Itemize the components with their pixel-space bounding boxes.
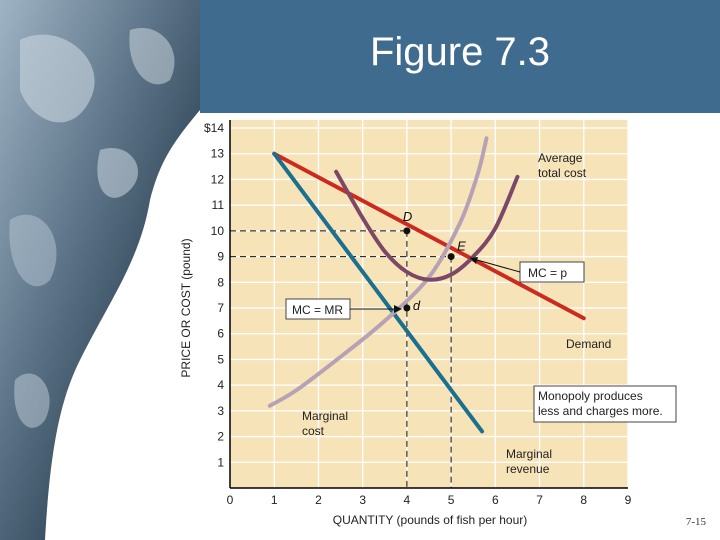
y-tick-label: 3 [217, 404, 224, 418]
point-D-label: D [403, 209, 412, 224]
mc-eq-mr-arrowhead [394, 305, 402, 313]
monopoly-text-line1: Monopoly produces [538, 389, 643, 403]
atc-label-line2: total cost [538, 166, 587, 180]
demand-label: Demand [566, 337, 611, 351]
point-d-marker [403, 304, 411, 312]
x-tick-label: 9 [625, 493, 632, 507]
y-tick-label: 6 [217, 327, 224, 341]
mc-label-line2: cost [302, 424, 325, 438]
mc-eq-p-arrow [469, 257, 521, 273]
x-tick-label: 8 [580, 493, 587, 507]
y-tick-label: 10 [211, 224, 225, 238]
mc-label-line1: Marginal [302, 409, 348, 423]
monopoly-box [533, 385, 677, 423]
y-tick-label: 1 [217, 455, 224, 469]
y-tick-label: 4 [217, 378, 224, 392]
x-tick-label: 4 [404, 493, 411, 507]
point-E-label: E [457, 239, 466, 254]
y-tick-label: 7 [217, 301, 224, 315]
y-tick-label: 8 [217, 275, 224, 289]
x-tick-label: 2 [315, 493, 322, 507]
x-tick-label: 1 [271, 493, 278, 507]
point-D-marker [403, 227, 411, 235]
mr-label-line1: Marginal [506, 447, 552, 461]
y-tick-label: 11 [212, 198, 225, 212]
y-tick-label: 2 [217, 430, 224, 444]
x-tick-label: 3 [359, 493, 366, 507]
title-bar [200, 0, 720, 113]
marginal-cost-curve [267, 136, 489, 408]
y-tick-label: 9 [217, 250, 224, 264]
monopoly-text-line2: less and charges more. [538, 404, 663, 418]
y-tick-label: 13 [211, 147, 225, 161]
x-tick-label: 7 [536, 493, 543, 507]
y-tick-label: 5 [217, 352, 224, 366]
x-tick-label: 6 [492, 493, 499, 507]
slide-title: Figure 7.3 [369, 30, 551, 74]
page-number: 7-15 [685, 516, 706, 528]
y-tick-label: 12 [211, 172, 225, 186]
mc-eq-mr-label: MC = MR [292, 303, 343, 317]
x-tick-label: 5 [448, 493, 455, 507]
demand-curve [272, 151, 586, 321]
x-axis-label: QUANTITY (pounds of fish per hour) [333, 513, 528, 527]
point-d-label: d [413, 298, 421, 313]
y-tick-label: $14 [204, 121, 224, 135]
atc-label-line1: Average [538, 151, 583, 165]
y-axis-label: PRICE OR COST (pound) [179, 238, 193, 377]
point-E-marker [447, 253, 455, 261]
mc-eq-p-arrowhead [470, 257, 478, 264]
average-total-cost-curve [334, 169, 520, 282]
mr-label-line2: revenue [506, 462, 550, 476]
x-tick-label: 0 [227, 493, 234, 507]
marginal-revenue-curve [272, 151, 485, 434]
mc-eq-p-label: MC = p [528, 266, 567, 280]
